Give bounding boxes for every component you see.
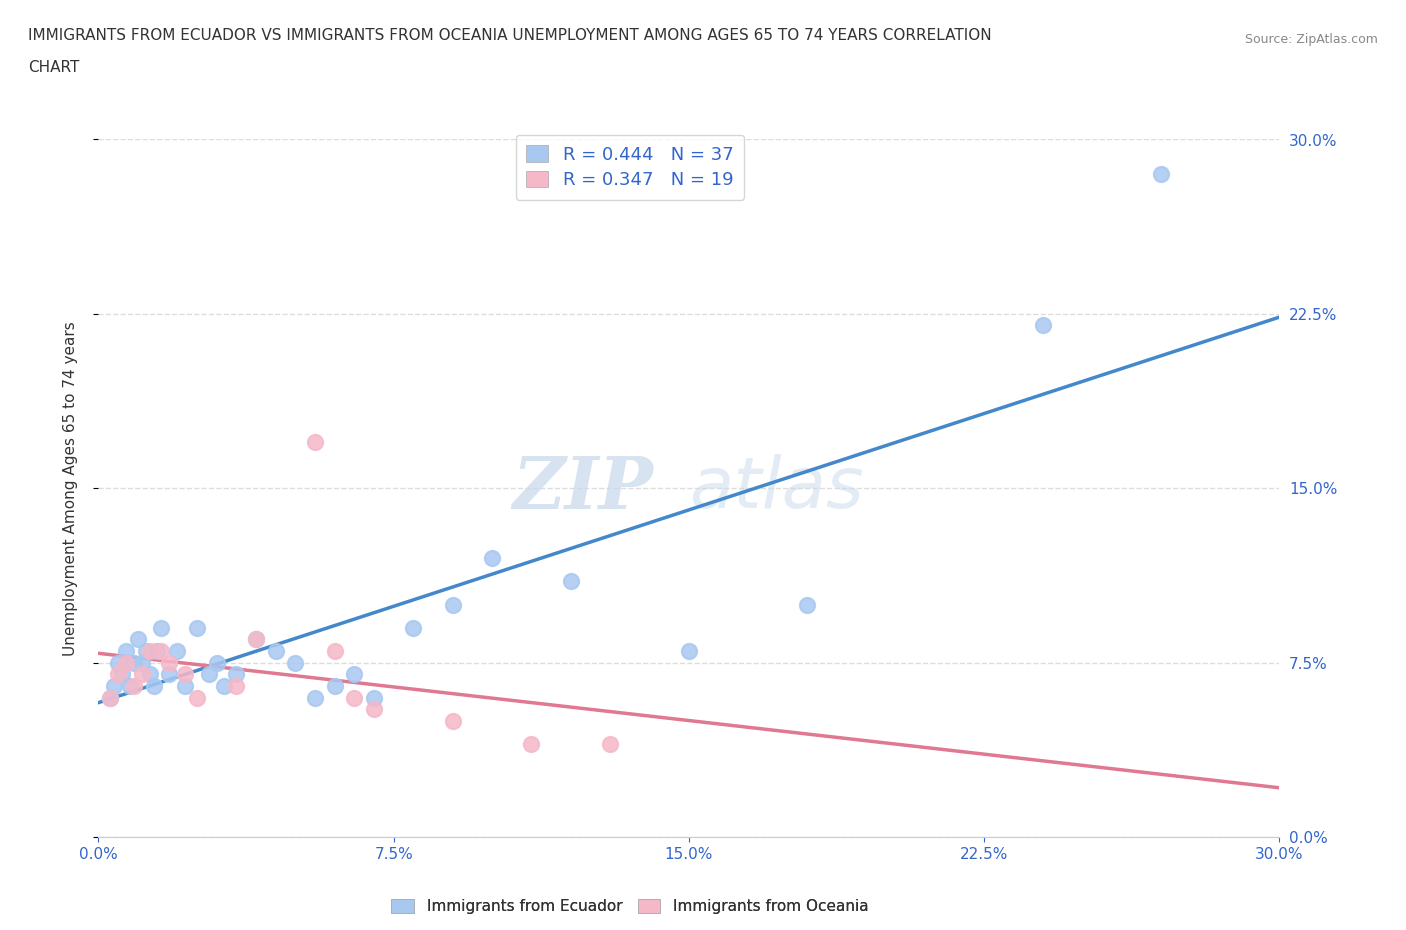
Point (245, 632, 267, 647)
Point (186, 690, 208, 705)
Point (107, 667, 129, 682)
Point (127, 632, 149, 647)
Point (323, 644, 346, 658)
Point (402, 620, 425, 635)
Point (225, 667, 247, 682)
Point (225, 679, 247, 694)
Point (599, 737, 621, 751)
Point (343, 667, 366, 682)
Point (122, 679, 145, 694)
Point (214, 679, 236, 694)
Point (118, 679, 141, 694)
Legend: Immigrants from Ecuador, Immigrants from Oceania: Immigrants from Ecuador, Immigrants from… (385, 893, 875, 920)
Point (174, 667, 197, 682)
Point (138, 667, 160, 682)
Point (560, 574, 582, 589)
Point (150, 644, 173, 658)
Point (103, 679, 125, 694)
Point (111, 667, 134, 682)
Point (131, 656, 153, 671)
Point (520, 737, 543, 751)
Point (1150, 167, 1173, 182)
Point (441, 713, 464, 728)
Point (343, 690, 366, 705)
Text: Source: ZipAtlas.com: Source: ZipAtlas.com (1244, 33, 1378, 46)
Point (678, 644, 700, 658)
Point (481, 551, 503, 565)
Point (284, 656, 307, 671)
Point (1032, 318, 1054, 333)
Text: ZIP: ZIP (513, 453, 654, 524)
Text: CHART: CHART (28, 60, 80, 75)
Point (174, 679, 197, 694)
Point (166, 644, 188, 658)
Point (115, 656, 138, 671)
Point (157, 656, 180, 671)
Point (135, 644, 157, 658)
Point (98, 690, 121, 705)
Point (146, 644, 169, 658)
Y-axis label: Unemployment Among Ages 65 to 74 years: Unemployment Among Ages 65 to 74 years (63, 321, 77, 656)
Point (441, 597, 464, 612)
Point (197, 667, 219, 682)
Point (142, 679, 165, 694)
Point (323, 679, 346, 694)
Point (115, 644, 138, 658)
Point (150, 620, 173, 635)
Point (304, 434, 326, 449)
Point (245, 632, 267, 647)
Point (98, 690, 121, 705)
Point (363, 701, 385, 716)
Point (304, 690, 326, 705)
Point (363, 690, 385, 705)
Point (131, 667, 153, 682)
Point (796, 597, 818, 612)
Point (157, 667, 180, 682)
Point (138, 644, 160, 658)
Point (122, 656, 145, 671)
Point (264, 644, 287, 658)
Text: IMMIGRANTS FROM ECUADOR VS IMMIGRANTS FROM OCEANIA UNEMPLOYMENT AMONG AGES 65 TO: IMMIGRANTS FROM ECUADOR VS IMMIGRANTS FR… (28, 28, 991, 43)
Point (107, 656, 129, 671)
Point (205, 656, 228, 671)
Point (186, 620, 208, 635)
Text: atlas: atlas (689, 454, 863, 523)
